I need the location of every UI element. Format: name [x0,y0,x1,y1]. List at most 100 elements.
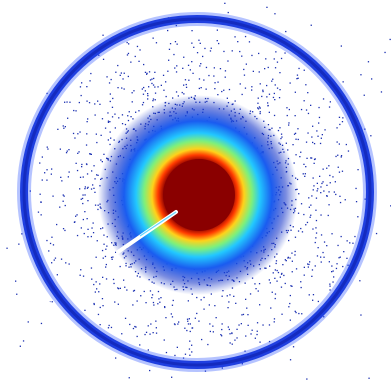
speckle [214,82,216,84]
speckle [203,79,205,81]
speckle [324,129,326,131]
speckle [109,93,111,95]
speckle [103,153,105,155]
speckle [218,42,220,45]
speckle [339,195,341,197]
speckle [76,234,79,237]
speckle [258,52,260,55]
speckle [100,134,102,136]
speckle [274,297,276,300]
speckle [202,55,204,58]
speckle [203,308,205,310]
speckle [185,83,187,86]
speckle [81,166,83,168]
speckle [171,376,173,378]
speckle [64,229,66,232]
speckle [139,344,141,346]
speckle [294,115,296,117]
speckle [66,150,68,152]
speckle [90,267,93,269]
speckle [127,115,129,117]
speckle [227,11,229,14]
speckle [322,168,324,170]
speckle [176,346,178,348]
speckle [341,170,344,172]
speckle [57,128,59,130]
speckle [303,274,305,276]
speckle [136,275,138,277]
speckle [335,155,337,158]
speckle [113,282,115,285]
speckle [289,82,291,84]
speckle [109,121,111,123]
speckle [216,40,218,42]
speckle [339,123,341,126]
speckle [105,248,107,250]
speckle [157,303,159,305]
speckle [110,256,113,259]
speckle [67,117,69,119]
speckle [27,321,29,323]
speckle [323,241,326,243]
speckle [125,265,127,267]
speckle [136,335,138,338]
speckle [107,120,110,122]
speckle [335,267,338,270]
speckle [18,243,20,245]
speckle [47,148,49,150]
speckle [302,173,304,175]
speckle [256,330,258,332]
speckle [124,317,127,319]
speckle [217,81,219,83]
speckle [224,2,226,4]
speckle [251,89,253,91]
speckle [101,118,104,120]
speckle [85,144,88,146]
speckle [291,260,293,262]
speckle [146,72,148,74]
speckle [77,152,79,154]
speckle [102,276,104,278]
speckle [315,197,318,199]
speckle [368,377,370,379]
speckle [117,303,119,305]
speckle [94,291,96,293]
speckle [120,72,122,74]
speckle [135,326,137,328]
speckle [130,116,132,118]
speckle [127,52,130,55]
speckle [95,133,97,135]
speckle [234,339,236,341]
speckle [78,101,80,104]
speckle [103,234,105,236]
speckle [203,296,205,299]
speckle [287,149,289,151]
speckle [127,119,130,122]
speckle [154,99,156,101]
speckle [286,107,288,109]
speckle [97,204,99,206]
speckle [185,86,188,88]
speckle [159,301,161,303]
speckle [177,323,179,325]
speckle [241,93,243,96]
speckle [259,112,261,115]
speckle [201,338,203,341]
speckle [94,178,96,180]
speckle [102,58,105,60]
speckle [236,337,238,339]
speckle [300,203,303,205]
speckle [152,37,154,39]
speckle [162,74,165,76]
speckle [320,186,322,188]
speckle [371,78,373,80]
speckle [285,260,287,262]
speckle [258,71,260,73]
speckle [122,78,124,80]
speckle [320,261,322,263]
speckle [312,189,314,191]
speckle [298,312,300,315]
speckle [333,191,335,193]
speckle [257,107,259,109]
speckle [87,200,89,202]
